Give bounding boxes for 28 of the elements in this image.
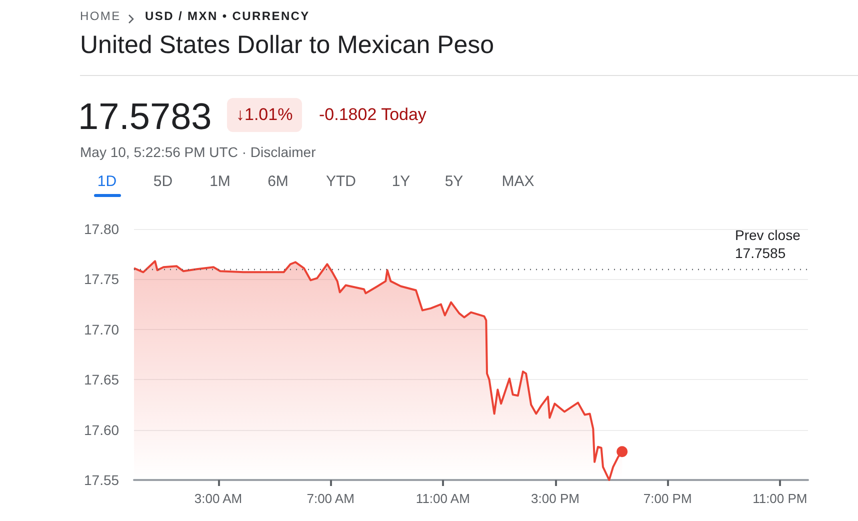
text: -0.1802 Today [319,105,426,125]
text: 5D [153,173,173,190]
y-tick-label: 17.70 [84,321,120,338]
y-tick-label: 17.80 [84,221,120,237]
text: MAX [502,173,534,190]
x-tick-label: 11:00 PM [752,491,808,506]
text: 1Y [392,173,410,190]
text: ↓1.01% [227,98,302,132]
x-tick-label: 11:00 AM [416,491,470,506]
text: YTD [326,173,356,190]
x-tick-label: 7:00 PM [643,491,692,506]
text: 17.5783 [78,96,212,138]
x-tick-label: 3:00 AM [194,491,242,506]
text: 1D [97,173,117,190]
y-tick-label: 17.60 [84,422,120,438]
text: 5Y [444,173,464,190]
text: USD / MXN • CURRENCY [145,9,310,23]
text: HOME [80,9,121,23]
x-tick-label: 3:00 PM [531,491,580,506]
text: 6M [268,173,288,190]
ref-line-label: Prev close 17.7585 [735,227,801,262]
chart-title: United States Dollar to Mexican Peso [80,31,494,60]
y-tick-label: 17.75 [84,271,120,288]
x-tick-label: 7:00 AM [306,491,354,506]
text: 1M [210,173,230,190]
y-tick-label: 17.65 [84,372,120,388]
y-tick-label: 17.55 [84,472,120,488]
text: May 10, 5:22:56 PM UTC · Disclaimer [80,144,316,160]
